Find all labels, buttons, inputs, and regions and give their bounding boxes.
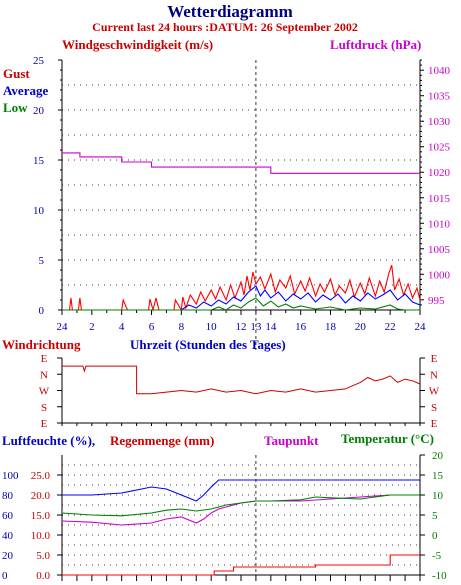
pressure-tick-label: 1025 xyxy=(428,142,451,154)
series-average xyxy=(62,285,421,311)
rain-tick-label: 15.0 xyxy=(31,510,51,522)
pressure-tick-label: 1015 xyxy=(428,193,451,205)
dir-tick-label: W xyxy=(429,386,440,398)
temp-tick-label: -10 xyxy=(432,570,447,582)
temp-tick-label: 10 xyxy=(432,490,444,502)
x-tick-label: 10 xyxy=(206,321,218,333)
x-tick-label: 2 xyxy=(89,321,95,333)
pressure-tick-label: 1010 xyxy=(428,218,451,230)
x-tick-label: 4 xyxy=(119,321,125,333)
pressure-tick-label: 1005 xyxy=(428,244,451,256)
series-low xyxy=(62,297,420,311)
x-tick-label: 6 xyxy=(149,321,155,333)
rain-tick-label: 25.0 xyxy=(31,470,51,482)
legend-average: Average xyxy=(3,83,48,98)
dir-tick-label: E xyxy=(431,418,438,430)
y-tick-label: 5 xyxy=(39,255,45,267)
dir-tick-label: S xyxy=(431,402,437,414)
series-gust xyxy=(62,264,421,313)
temperature-axis-label: Temperatur (°C) xyxy=(341,431,434,446)
series-taupunkt xyxy=(61,494,420,526)
x-tick-label: 14 xyxy=(265,321,277,333)
series-temperatur xyxy=(61,494,420,517)
x-tick-label: 18 xyxy=(325,321,337,333)
x-axis-label: Uhrzeit (Stunden des Tages) xyxy=(130,337,286,352)
x-tick-label: 24 xyxy=(415,321,427,333)
dir-tick-label: N xyxy=(40,369,48,381)
x-tick-label: 8 xyxy=(179,321,185,333)
temp-tick-label: 20 xyxy=(432,450,444,462)
dir-tick-label: E xyxy=(431,353,438,365)
humidity-tick-label: 60 xyxy=(2,510,14,522)
humidity-tick-label: 20 xyxy=(2,550,14,562)
series-luftdruck xyxy=(62,152,420,174)
pressure-tick-label: 1000 xyxy=(428,269,451,281)
legend-gust: Gust xyxy=(3,66,30,81)
humidity-axis-label: Luftfeuchte (%), xyxy=(2,433,95,448)
pressure-tick-label: 1030 xyxy=(428,116,451,128)
rain-tick-label: 10.0 xyxy=(31,530,51,542)
y-tick-label: 15 xyxy=(33,155,45,167)
humidity-tick-label: 40 xyxy=(2,530,14,542)
rain-tick-label: 0.0 xyxy=(36,570,50,582)
pressure-tick-label: 995 xyxy=(428,295,445,307)
chart-title: Wetterdiagramm xyxy=(167,2,293,21)
dir-tick-label: W xyxy=(39,386,50,398)
y-tick-label: 25 xyxy=(33,55,45,67)
y-tick-label: 20 xyxy=(33,105,45,117)
humidity-tick-label: 0 xyxy=(2,570,8,582)
pressure-tick-label: 1035 xyxy=(428,91,451,103)
temp-tick-label: 0 xyxy=(432,530,438,542)
dir-tick-label: N xyxy=(430,369,438,381)
temp-tick-label: 15 xyxy=(432,470,444,482)
dir-tick-label: E xyxy=(41,418,48,430)
series-regenmenge xyxy=(62,554,420,576)
wind-speed-axis-label: Windgeschwindigkeit (m/s) xyxy=(62,37,213,52)
dir-tick-label: S xyxy=(41,402,47,414)
x-tick-label: 20 xyxy=(355,321,367,333)
dewpoint-axis-label: Taupunkt xyxy=(264,433,319,448)
rain-tick-label: 5.0 xyxy=(36,550,50,562)
y-tick-label: 10 xyxy=(33,205,45,217)
series-luftfeuchte xyxy=(62,479,420,502)
pressure-axis-label: Luftdruck (hPa) xyxy=(330,37,421,52)
x-tick-label: 22 xyxy=(385,321,396,333)
temp-tick-label: 5 xyxy=(432,510,438,522)
dir-tick-label: E xyxy=(41,353,48,365)
y-tick-label: 0 xyxy=(39,305,45,317)
temp-tick-label: -5 xyxy=(432,550,442,562)
legend-low: Low xyxy=(3,100,28,115)
chart-subtitle: Current last 24 hours :DATUM: 26 Septemb… xyxy=(92,20,358,34)
pressure-tick-label: 1040 xyxy=(428,65,451,77)
pressure-tick-label: 1020 xyxy=(428,167,451,179)
humidity-tick-label: 100 xyxy=(2,470,19,482)
x-tick-label: 13 xyxy=(250,321,262,333)
humidity-tick-label: 80 xyxy=(2,490,14,502)
x-tick-label: 12 xyxy=(236,321,247,333)
wind-direction-title: Windrichtung xyxy=(2,337,81,352)
rain-axis-label: Regenmenge (mm) xyxy=(110,433,214,448)
x-tick-label: 16 xyxy=(295,321,307,333)
series-windrichtung xyxy=(62,365,421,395)
rain-tick-label: 20.0 xyxy=(31,490,51,502)
x-tick-label: 24 xyxy=(57,321,69,333)
